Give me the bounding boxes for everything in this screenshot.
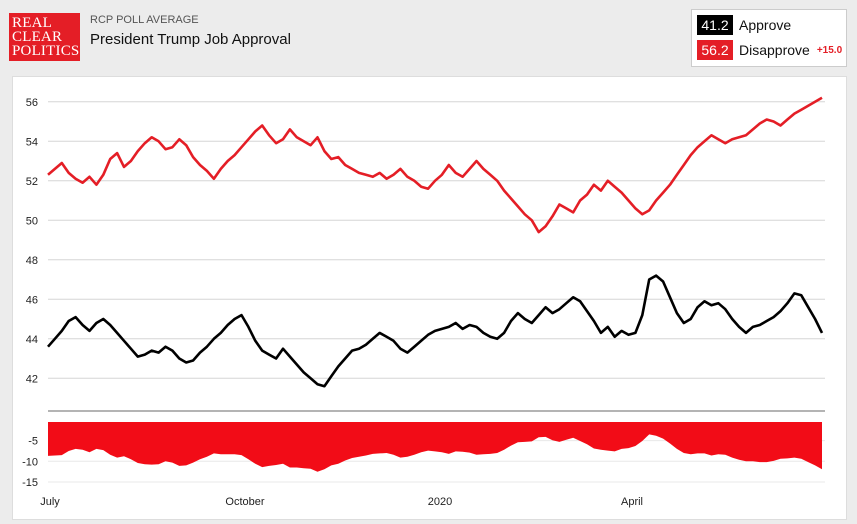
legend-box: 41.2 Approve 56.2 Disapprove +15.0 bbox=[691, 9, 847, 67]
y-tick-label: 56 bbox=[26, 97, 38, 109]
y-tick-label: 44 bbox=[26, 334, 38, 346]
spread-value: +15.0 bbox=[816, 44, 843, 56]
x-tick-label: April bbox=[621, 496, 643, 508]
y-tick-label: 54 bbox=[26, 136, 38, 148]
legend-approve: 41.2 Approve bbox=[697, 15, 791, 35]
x-tick-label: July bbox=[40, 496, 60, 508]
spread-tick-label: -5 bbox=[28, 436, 38, 448]
rcp-logo: REAL CLEAR POLITICS bbox=[9, 13, 80, 61]
y-tick-label: 46 bbox=[26, 294, 38, 306]
x-tick-label: 2020 bbox=[428, 496, 452, 508]
legend-disapprove: 56.2 Disapprove +15.0 bbox=[697, 40, 842, 60]
logo-line-3: POLITICS bbox=[12, 43, 80, 59]
approve-line bbox=[47, 274, 824, 388]
approve-label: Approve bbox=[739, 17, 792, 33]
y-tick-label: 48 bbox=[26, 255, 38, 267]
spread-area bbox=[48, 422, 822, 472]
chart-title: President Trump Job Approval bbox=[90, 31, 291, 48]
y-tick-label: 42 bbox=[26, 373, 38, 385]
logo-line-1: REAL bbox=[12, 15, 52, 31]
y-tick-label: 50 bbox=[26, 215, 38, 227]
disapprove-label: Disapprove bbox=[739, 42, 810, 58]
y-tick-label: 52 bbox=[26, 176, 38, 188]
approve-value: 41.2 bbox=[697, 15, 733, 35]
spread-tick-label: -10 bbox=[22, 456, 38, 468]
disapprove-value: 56.2 bbox=[697, 40, 733, 60]
spread-tick-label: -15 bbox=[22, 477, 38, 489]
chart-subtitle: RCP POLL AVERAGE bbox=[90, 14, 199, 26]
x-tick-label: October bbox=[225, 496, 264, 508]
disapprove-line bbox=[47, 96, 823, 234]
logo-line-2: CLEAR bbox=[12, 29, 63, 45]
